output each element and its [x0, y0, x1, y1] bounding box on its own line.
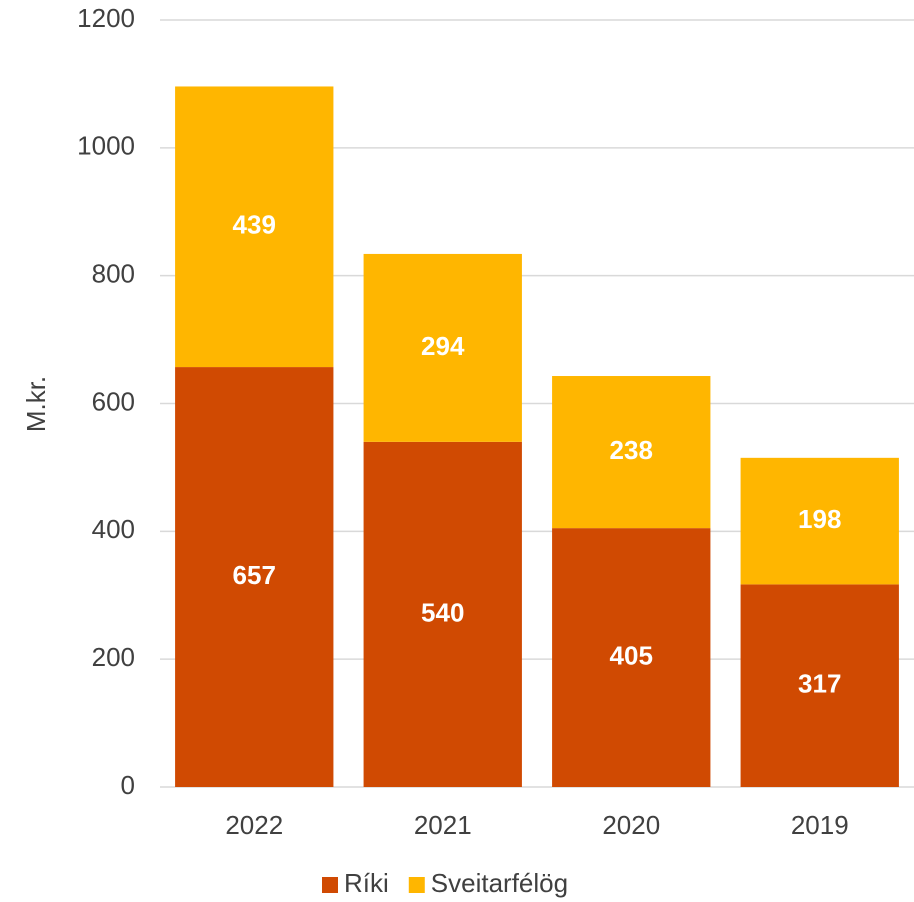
x-tick-label: 2020 [602, 810, 660, 840]
bar-segment [175, 367, 334, 787]
bar-segment [552, 376, 711, 529]
x-tick-label: 2019 [791, 810, 849, 840]
bar-segment [740, 584, 899, 787]
bar-segment [363, 441, 522, 787]
legend-label: Sveitarfélög [431, 868, 568, 898]
data-label: 317 [798, 669, 841, 699]
y-tick-label: 1200 [77, 3, 135, 33]
data-label: 657 [233, 560, 276, 590]
y-tick-label: 0 [121, 770, 135, 800]
x-tick-label: 2021 [414, 810, 472, 840]
legend-swatch [408, 877, 425, 893]
y-tick-label: 400 [92, 514, 135, 544]
data-label: 238 [610, 435, 653, 465]
bar-segment [552, 528, 711, 787]
data-label: 294 [421, 331, 465, 361]
bar-segment [740, 457, 899, 585]
data-label: 439 [233, 210, 276, 240]
data-label: 540 [421, 597, 464, 627]
y-tick-label: 800 [92, 259, 135, 289]
y-tick-label: 200 [92, 642, 135, 672]
data-label: 198 [798, 504, 841, 534]
y-tick-label: 600 [92, 386, 135, 416]
bar-segment [363, 253, 522, 442]
x-tick-label: 2022 [225, 810, 283, 840]
bar-segment [175, 86, 334, 368]
y-axis-label: M.kr. [21, 376, 51, 432]
legend-label: Ríki [344, 868, 389, 898]
data-label: 405 [610, 640, 653, 670]
legend-swatch [322, 877, 338, 893]
y-tick-label: 1000 [77, 131, 135, 161]
